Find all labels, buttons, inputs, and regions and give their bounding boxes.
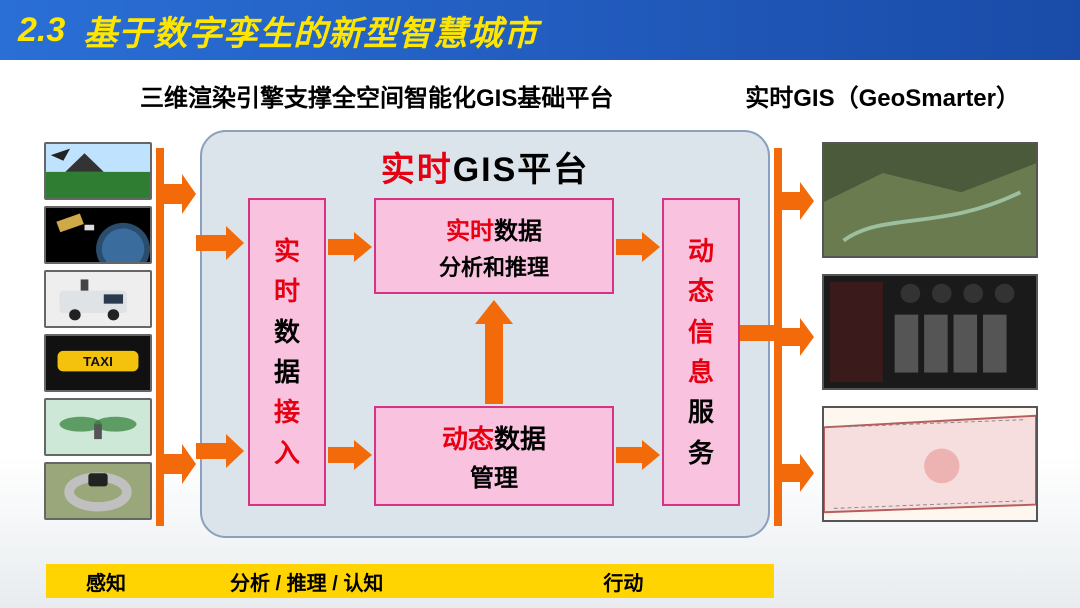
- platform-title-black: GIS平台: [453, 151, 590, 189]
- diagram-canvas: TAXI: [0, 130, 1080, 560]
- block-dynamic-info-service: 动 态 信 息 服 务: [662, 198, 740, 506]
- intake-c6: 入: [274, 433, 300, 473]
- platform-title: 实时GIS平台: [202, 142, 768, 191]
- block-realtime-data-intake: 实 时 数 据 接 入: [248, 198, 326, 506]
- subtitle-main: 三维渲染引擎支撑全空间智能化GIS基础平台: [140, 78, 613, 113]
- intake-c3: 数: [274, 312, 300, 352]
- service-c5: 服: [688, 392, 714, 432]
- footer-analysis: 分析 / 推理 / 认知: [230, 567, 383, 596]
- manage-l2: 管理: [470, 458, 518, 493]
- thumb-survey-van: [44, 270, 152, 328]
- arrow-manage-to-analysis-up: [475, 300, 513, 404]
- analysis-l1-red: 实时: [446, 218, 494, 245]
- arrow-service-out: [740, 318, 774, 348]
- right-outputs-column: [822, 142, 1038, 522]
- block-dynamic-data-manage: 动态数据 管理: [374, 406, 614, 506]
- subtitle-right: 实时GIS（GeoSmarter）: [745, 78, 1020, 113]
- thumb-control-dashboard: [822, 274, 1038, 390]
- intake-c4: 据: [274, 352, 300, 392]
- arrow-left-top-into-intake: [196, 226, 244, 260]
- svg-text:TAXI: TAXI: [83, 354, 113, 369]
- manage-l1-red: 动态: [442, 424, 494, 454]
- arrow-intake-to-analysis: [328, 232, 372, 262]
- analysis-l1-black: 数据: [494, 218, 542, 245]
- service-c6: 务: [688, 433, 714, 473]
- service-c2: 态: [688, 271, 714, 311]
- arrow-analysis-to-service: [616, 232, 660, 262]
- thumb-aircraft-sensor: [44, 142, 152, 200]
- service-c4: 息: [688, 352, 714, 392]
- thumb-terrain-3d: [822, 142, 1038, 258]
- arrow-manage-to-service: [616, 440, 660, 470]
- footer-action: 行动: [603, 567, 643, 596]
- thumb-satellite: [44, 206, 152, 264]
- footer-perception: 感知: [86, 567, 126, 596]
- footer-labels: 感知 分析 / 推理 / 认知 行动: [46, 564, 774, 598]
- right-fanout-bracket: [774, 148, 814, 526]
- left-sources-column: TAXI: [44, 142, 154, 520]
- section-title: 基于数字孪生的新型智慧城市: [83, 6, 538, 55]
- gis-platform-container: 实时GIS平台 实 时 数 据 接 入 实时数据 分析和推理 动: [200, 130, 770, 538]
- analysis-l2: 分析和推理: [439, 250, 549, 282]
- intake-c5: 接: [274, 392, 300, 432]
- intake-c1: 实: [274, 231, 300, 271]
- thumb-city-map: [822, 406, 1038, 522]
- block-realtime-analysis: 实时数据 分析和推理: [374, 198, 614, 294]
- thumb-wearable: [44, 462, 152, 520]
- thumb-taxi-sign: TAXI: [44, 334, 152, 392]
- left-fanin-bracket: [156, 148, 196, 526]
- arrow-intake-to-manage: [328, 440, 372, 470]
- intake-c2: 时: [274, 271, 300, 311]
- arrow-left-bottom-into-intake: [196, 434, 244, 468]
- manage-l1-black: 数据: [494, 424, 546, 454]
- thumb-drone: [44, 398, 152, 456]
- service-c1: 动: [688, 231, 714, 271]
- section-number: 2.3: [18, 11, 65, 50]
- slide-header: 2.3 基于数字孪生的新型智慧城市: [0, 0, 1080, 60]
- platform-title-red: 实时: [381, 151, 453, 189]
- service-c3: 信: [688, 312, 714, 352]
